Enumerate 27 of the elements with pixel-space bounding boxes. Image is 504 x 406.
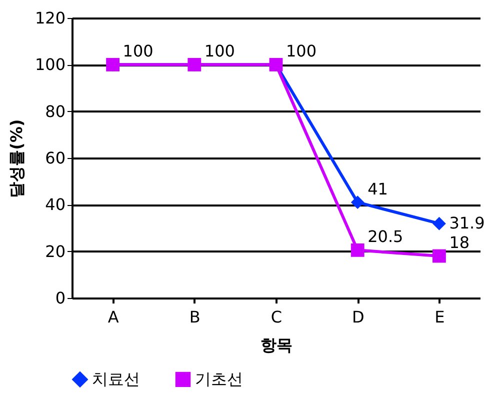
y-tick-label: 80 [45, 102, 66, 121]
x-tick-label: B [189, 308, 200, 326]
y-tick-label: 20 [45, 242, 66, 261]
x-tick-label: A [108, 308, 119, 326]
y-tick-label: 60 [45, 148, 66, 168]
point [350, 243, 364, 257]
data-label: 100 [122, 42, 154, 61]
x-tick-label: D [352, 308, 364, 326]
x-tick-label: E [434, 308, 445, 326]
x-axis-title: 항목 [260, 336, 292, 354]
data-label: 20.5 [368, 227, 404, 246]
point [350, 196, 364, 210]
y-tick-label: 100 [34, 55, 66, 74]
y-tick-label: 0 [55, 288, 66, 308]
data-label: 41 [368, 179, 388, 198]
y-tick-label: 40 [45, 195, 66, 214]
legend-label: 기초선 [195, 369, 243, 388]
point [432, 249, 446, 263]
y-axis-title: 달성률(%) [6, 119, 26, 198]
data-label: 100 [286, 42, 317, 61]
data-label: 31.9 [449, 214, 485, 233]
point [432, 216, 446, 230]
legend-label: 치료선 [92, 369, 140, 388]
data-label: 18 [449, 233, 470, 252]
data-label: 100 [204, 42, 235, 61]
y-tick-label: 120 [34, 8, 66, 28]
x-tick-label: C [270, 308, 282, 326]
